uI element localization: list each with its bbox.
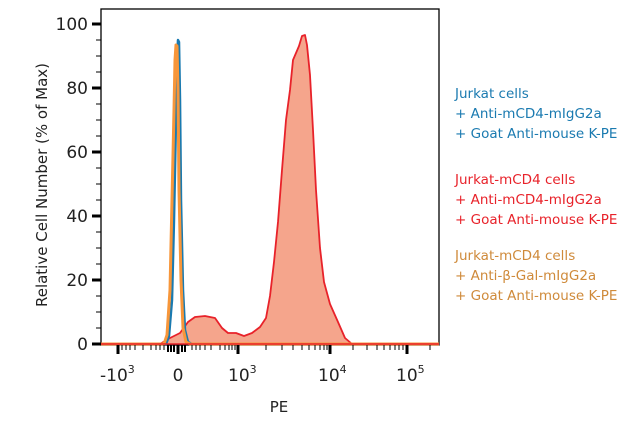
series-jurkat-line: [101, 38, 439, 346]
x-tick-1e5: 105: [396, 363, 425, 386]
legend-line: + Anti-mCD4-mIgG2a: [455, 106, 602, 122]
legend-entry-jurkat-mcd4-anti-bgal: Jurkat-mCD4 cells + Anti-β-Gal-mIgG2a + …: [455, 246, 617, 306]
x-tick-1e4: 104: [318, 363, 347, 386]
legend-line: + Anti-mCD4-mIgG2a: [455, 192, 602, 208]
series-jurkat-mcd4-anti-mcd4-line: [101, 34, 439, 345]
y-tick-60: 60: [66, 143, 88, 163]
y-axis-ticks: [92, 22, 101, 346]
legend-line: Jurkat-mCD4 cells: [455, 172, 576, 188]
legend-line: + Goat Anti-mouse K-PE: [455, 126, 618, 142]
legend-line: + Goat Anti-mouse K-PE: [455, 288, 618, 304]
y-tick-labels: 100 80 60 40 20 0: [56, 15, 88, 355]
y-tick-80: 80: [66, 79, 88, 99]
y-tick-100: 100: [56, 15, 88, 35]
x-tick-1e3: 103: [228, 363, 257, 386]
x-axis-title: PE: [270, 398, 289, 416]
legend-line: Jurkat cells: [455, 86, 529, 102]
y-tick-20: 20: [66, 271, 88, 291]
legend-line: + Anti-β-Gal-mIgG2a: [455, 268, 597, 284]
x-tick-neg-1e3: -103: [100, 363, 135, 386]
y-tick-40: 40: [66, 207, 88, 227]
y-tick-0: 0: [77, 335, 88, 355]
legend-line: Jurkat-mCD4 cells: [455, 248, 576, 264]
y-axis-title: Relative Cell Number (% of Max): [33, 63, 51, 307]
series-jurkat-mcd4-anti-bgal-line: [101, 43, 439, 346]
legend-entry-jurkat: Jurkat cells + Anti-mCD4-mIgG2a + Goat A…: [455, 84, 617, 144]
x-tick-0: 0: [173, 366, 184, 386]
x-axis-ticks: [116, 345, 431, 354]
legend-line: + Goat Anti-mouse K-PE: [455, 212, 618, 228]
x-tick-labels: -103 0 103 104 105: [100, 363, 425, 386]
legend-entry-jurkat-mcd4-anti-mcd4: Jurkat-mCD4 cells + Anti-mCD4-mIgG2a + G…: [455, 170, 617, 230]
